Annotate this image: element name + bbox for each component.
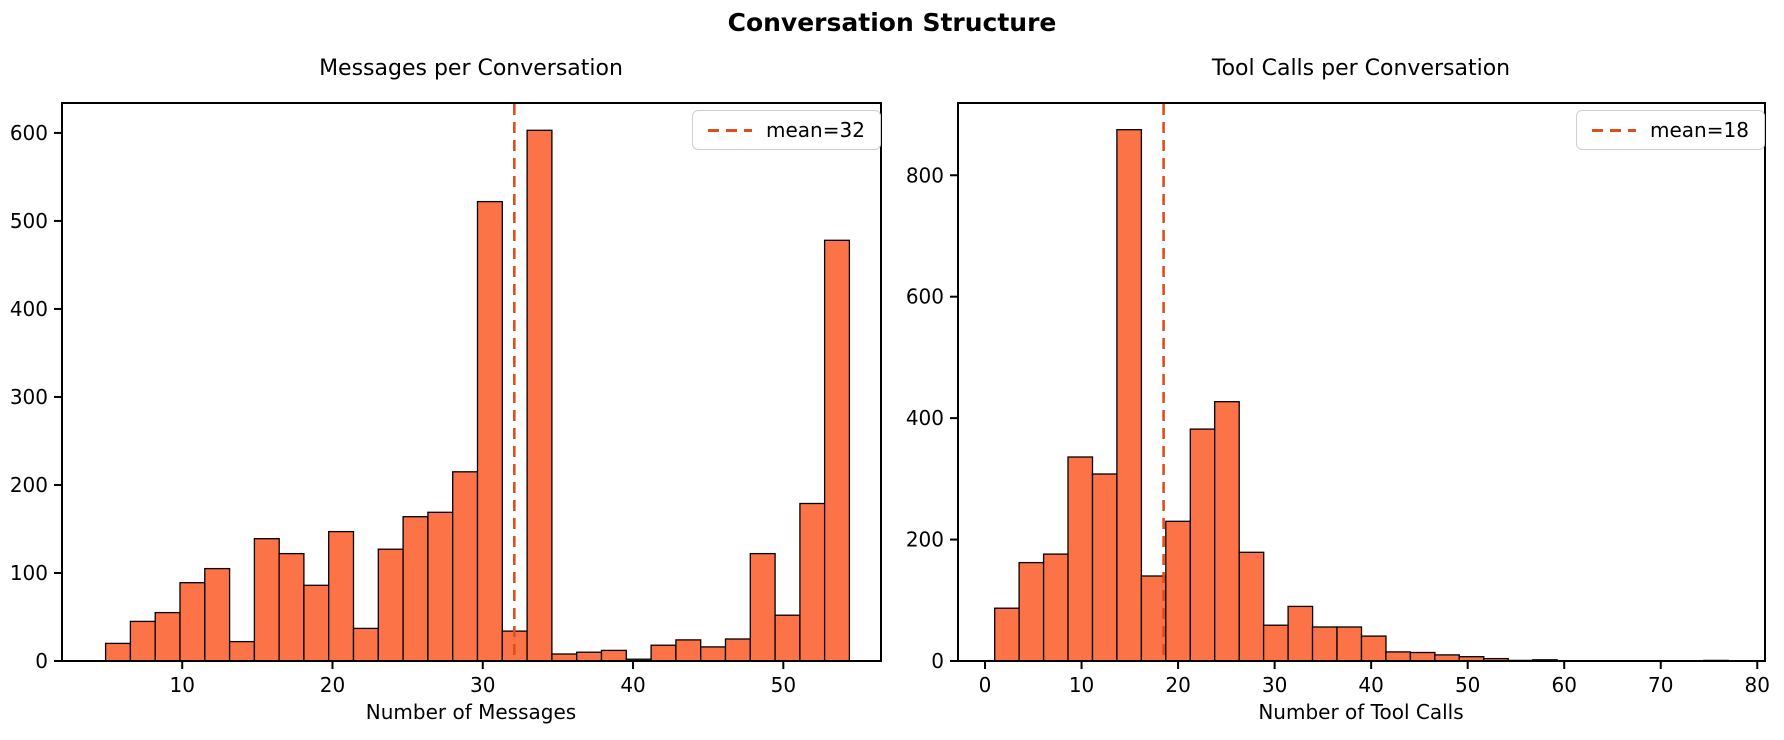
histogram-bar — [576, 651, 603, 662]
dashed-line-icon — [1592, 128, 1636, 132]
histogram-bar — [1214, 401, 1240, 662]
histogram-bar — [104, 642, 132, 662]
histogram-bar — [551, 653, 578, 662]
histogram-bar — [179, 582, 206, 662]
histogram-bar — [799, 502, 826, 662]
histogram-bar — [452, 471, 479, 662]
histogram-bar — [650, 644, 677, 662]
histogram-bar — [1165, 520, 1191, 662]
x-tick-label: 20 — [320, 673, 345, 697]
y-tick-label: 100 — [10, 561, 48, 585]
histogram-bar — [228, 640, 256, 662]
histogram-bar — [774, 614, 801, 662]
histogram-bar — [1189, 428, 1216, 662]
histogram-bar — [303, 584, 330, 662]
x-axis-label-toolcalls: Number of Tool Calls — [1258, 700, 1464, 724]
y-tick-label: 400 — [906, 406, 944, 430]
histogram-bar — [204, 567, 231, 662]
y-tick-label: 600 — [906, 285, 944, 309]
y-tick-label: 0 — [35, 649, 48, 673]
histogram-bar — [749, 552, 776, 662]
histogram-bar — [1238, 551, 1265, 662]
legend-toolcalls: mean=18 — [1576, 110, 1765, 150]
legend-label: mean=32 — [766, 118, 865, 142]
histogram-bar — [154, 611, 181, 662]
x-tick-label: 30 — [470, 673, 495, 697]
histogram-bar — [1042, 553, 1069, 662]
y-tick-label: 400 — [10, 297, 48, 321]
histogram-bar — [1385, 651, 1412, 662]
histogram-bar — [427, 511, 454, 662]
histogram-bar — [1409, 651, 1436, 662]
histogram-bar — [700, 646, 727, 662]
histogram-bar — [1336, 626, 1363, 662]
y-tick-label: 200 — [10, 473, 48, 497]
x-tick-label: 10 — [1069, 673, 1094, 697]
x-tick-label: 80 — [1745, 673, 1770, 697]
histogram-bar — [994, 607, 1020, 662]
y-tick-label: 200 — [906, 528, 944, 552]
figure-title: Conversation Structure — [727, 8, 1057, 37]
dashed-line-icon — [708, 128, 752, 132]
x-axis-label-messages: Number of Messages — [365, 700, 577, 724]
subplot-title-messages: Messages per Conversation — [319, 56, 623, 81]
x-tick-label: 50 — [1455, 673, 1480, 697]
histogram-bar — [823, 239, 851, 662]
histogram-bar — [402, 516, 429, 662]
y-tick-label: 600 — [10, 121, 48, 145]
histogram-bar — [476, 200, 503, 662]
x-tick-label: 40 — [1358, 673, 1383, 697]
histogram-bar — [1262, 624, 1289, 662]
histogram-bar — [1067, 456, 1094, 662]
plot-border — [957, 102, 1766, 662]
histogram-bar — [278, 552, 305, 662]
histogram-bar — [129, 620, 156, 662]
y-tick-label: 300 — [10, 385, 48, 409]
x-tick-label: 70 — [1648, 673, 1673, 697]
histogram-bar — [328, 530, 355, 662]
histogram-bar — [377, 548, 404, 662]
histogram-bar — [724, 638, 751, 662]
x-tick-label: 20 — [1165, 673, 1190, 697]
histogram-bar — [526, 129, 553, 662]
y-tick-label: 500 — [10, 209, 48, 233]
subplot-title-toolcalls: Tool Calls per Conversation — [1211, 56, 1511, 81]
histogram-bar — [1018, 561, 1045, 662]
histogram-bar — [1091, 473, 1118, 662]
legend-label: mean=18 — [1650, 118, 1749, 142]
x-tick-label: 30 — [1262, 673, 1287, 697]
histogram-bar — [1287, 605, 1314, 662]
histogram-bar — [352, 627, 379, 662]
histogram-bar — [675, 639, 702, 662]
histogram-bar — [1140, 575, 1167, 662]
x-tick-label: 60 — [1551, 673, 1576, 697]
x-tick-label: 10 — [169, 673, 194, 697]
plot-border — [61, 102, 882, 662]
histogram-bar — [253, 538, 280, 662]
y-tick-label: 0 — [931, 649, 944, 673]
histogram-bar — [1360, 635, 1387, 662]
histogram-bar — [1311, 626, 1338, 662]
legend-messages: mean=32 — [692, 110, 881, 150]
histogram-bar — [600, 649, 627, 662]
x-tick-label: 50 — [771, 673, 796, 697]
histogram-bar — [1116, 129, 1143, 662]
y-tick-label: 800 — [906, 163, 944, 187]
x-tick-label: 0 — [979, 673, 992, 697]
x-tick-label: 40 — [620, 673, 645, 697]
